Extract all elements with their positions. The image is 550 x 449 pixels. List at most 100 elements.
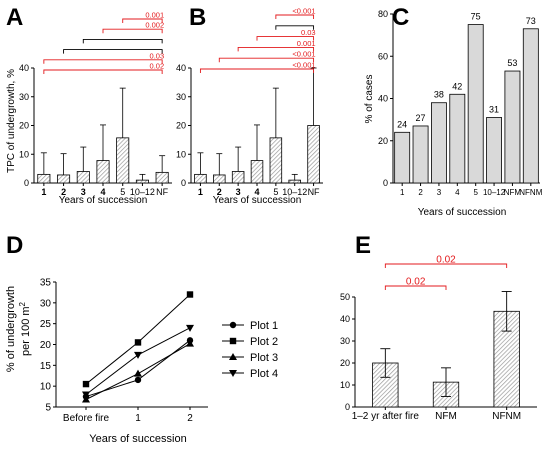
panel-c-xtick-label: 5 [473, 188, 478, 197]
panel-d-line-plot-4 [85, 327, 191, 395]
panel-d-legend-marker [229, 337, 237, 345]
panel-b-bar [288, 179, 301, 184]
panel-e-sig-label: 0.02 [436, 255, 456, 266]
panel-b-sig-bracket [256, 36, 315, 41]
panel-a-bar [116, 137, 130, 184]
panel-a-bar [135, 179, 149, 184]
panel-d-ytick-label: 10 [40, 382, 52, 393]
panel-c-data-label: 53 [507, 58, 517, 68]
panel-e-ytick-label: 20 [340, 358, 350, 368]
panel-e-ytick-label: 40 [340, 314, 350, 324]
panel-b-bar [213, 174, 226, 184]
panel-c-bar [431, 102, 447, 184]
panel-a-bar [76, 171, 90, 184]
panel-c-bar [412, 125, 429, 184]
panel-c-data-label: 38 [434, 90, 444, 100]
panel-c-data-label: 24 [397, 119, 407, 129]
panel-d-ytick-label: 30 [40, 298, 52, 309]
panel-c-bar [486, 117, 502, 184]
panel-a-ytick-label: 20 [19, 121, 29, 131]
panel-e-sig-bracket [384, 263, 508, 268]
panel-d-ytick-label: 15 [40, 361, 52, 372]
panel-a-bar [37, 173, 51, 184]
panel-d-point-plot-4 [82, 391, 90, 399]
panel-b-xtick-label: NF [308, 187, 320, 197]
panel-a-sig-bracket [82, 38, 163, 44]
panel-a-sig-label: 0.002 [145, 21, 164, 30]
panel-a-xtick-label: 2 [61, 187, 66, 197]
panel-d-legend-marker [229, 370, 237, 377]
panel-a-xlabel: Years of succession [59, 195, 148, 206]
panel-c-xtick-label: NFNM [519, 188, 542, 197]
panel-letter-a: A [6, 4, 23, 31]
panel-c-bar [394, 131, 411, 184]
panel-d-point-plot-3 [134, 369, 142, 377]
panel-letter-e: E [355, 232, 371, 259]
panel-c-bar [504, 70, 521, 184]
panel-b-sig-label: <0.001 [292, 50, 315, 59]
panel-b-bar [250, 160, 264, 184]
panel-b-bar [231, 171, 245, 184]
panel-a-sig-label: 0.02 [150, 62, 165, 71]
panel-d-point-plot-3 [82, 395, 90, 403]
panel-b-xtick-label: 10–12 [282, 187, 307, 197]
panel-b-xtick-label: 1 [198, 187, 203, 197]
panel-letter-d: D [6, 232, 23, 259]
panel-b-sig-bracket [275, 14, 315, 19]
panel-c-data-label: 31 [489, 105, 499, 115]
panel-c-data-label: 75 [471, 12, 481, 22]
panel-d-ytick-label: 20 [40, 340, 52, 351]
panel-b-sig-label: <0.001 [292, 61, 315, 70]
panel-c-bar [449, 93, 466, 184]
panel-e-sig-bracket [384, 285, 447, 290]
panel-c-data-label: 73 [526, 16, 536, 26]
panel-e-xtick-label: NFM [435, 411, 457, 422]
panel-d-legend-marker [229, 321, 237, 329]
panel-a-sig-bracket [43, 59, 163, 64]
panel-b-sig-bracket [275, 25, 315, 30]
panel-c-xtick-label: NFM [504, 188, 522, 197]
panel-d-ytick-label: 25 [40, 319, 52, 330]
panel-b-ytick-label: 40 [176, 63, 186, 73]
panel-c-ytick-label: 80 [378, 9, 388, 19]
panel-e-ytick-label: 50 [340, 292, 350, 302]
panel-a-ytick-label: 40 [19, 63, 29, 73]
panel-b-ytick-label: 30 [176, 92, 186, 102]
panel-a-ylabel: TPC of undergrowth, % [6, 69, 17, 173]
panel-b-ytick-label: 20 [176, 121, 186, 131]
panel-d-point-plot-1 [134, 376, 142, 384]
panel-b-sig-label: <0.001 [292, 7, 315, 16]
panel-a-bar [155, 171, 169, 184]
panel-d-legend-label: Plot 4 [250, 368, 278, 380]
panel-a-sig-bracket [122, 18, 163, 23]
panel-c-xtick-label: 1 [400, 188, 405, 197]
panel-a-sig-label: 0.001 [145, 11, 164, 20]
panel-d-xtick-label: Before fire [63, 413, 110, 424]
panel-e-ytick-label: 10 [340, 380, 350, 390]
panel-c-ytick-label: 0 [383, 178, 388, 188]
panel-b-ytick-label: 10 [176, 149, 186, 159]
panel-d-point-plot-4 [134, 351, 142, 359]
panel-d-legend-label: Plot 2 [250, 336, 278, 348]
panel-b-xtick-label: 3 [236, 187, 241, 197]
panel-a-sig-bracket [102, 28, 163, 34]
panel-c-ytick-label: 20 [378, 136, 388, 146]
panel-d-xtick-label: 1 [135, 413, 141, 424]
panel-c-bar [467, 24, 484, 184]
panel-b-sig-bracket [218, 57, 315, 63]
panel-a-ytick-label: 0 [24, 178, 29, 188]
panel-b-sig-bracket [237, 46, 315, 52]
panel-b-xtick-label: 2 [217, 187, 222, 197]
panel-a-xtick-label: 3 [81, 187, 86, 197]
panel-c-xtick-label: 2 [418, 188, 423, 197]
panel-a-sig-bracket [43, 69, 163, 74]
panel-c-data-label: 42 [452, 81, 462, 91]
panel-letter-c: C [392, 4, 409, 31]
panel-d-point-plot-2 [134, 339, 142, 346]
panel-b-sig-bracket [199, 68, 315, 73]
panel-a-xtick-label: 1 [41, 187, 46, 197]
panel-b-sig-label: 0.03 [301, 28, 316, 37]
panel-b-bar [307, 125, 320, 184]
panel-d-legend-marker [229, 353, 237, 360]
panel-b-xlabel: Years of succession [213, 195, 302, 206]
